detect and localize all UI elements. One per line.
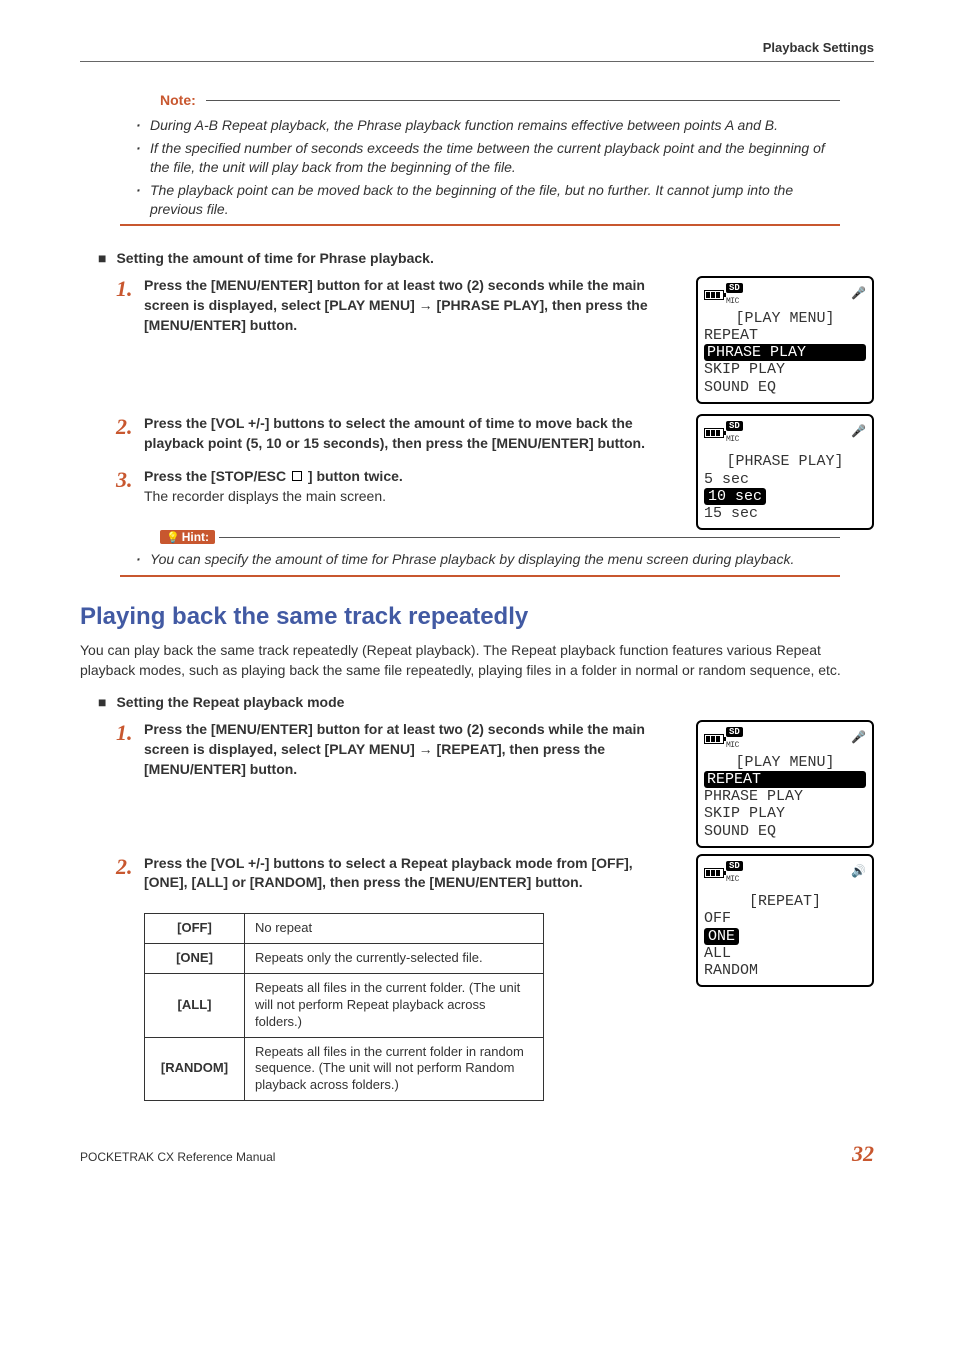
sd-icon: SD: [726, 283, 743, 293]
lcd-line: REPEAT: [704, 327, 866, 344]
mic-label: MIC: [726, 297, 739, 306]
step-text: Press the [VOL +/-] buttons to select th…: [144, 414, 676, 453]
sd-icon: SD: [726, 421, 743, 431]
table-val: No repeat: [245, 914, 544, 944]
step-number: 1.: [116, 276, 144, 300]
lcd-line: PHRASE PLAY: [704, 788, 866, 805]
speaker-icon: 🔊: [851, 866, 866, 880]
sd-icon: SD: [726, 861, 743, 871]
note-item: If the specified number of seconds excee…: [140, 139, 836, 177]
lcd-repeat: SD MIC 🔊 [REPEAT] OFF ONE ALL RANDOM: [696, 854, 874, 988]
mic-label: MIC: [726, 435, 739, 444]
repeat-subhead-text: Setting the Repeat playback mode: [116, 694, 344, 710]
hint-rule: [219, 537, 840, 538]
hint-end-rule: [120, 575, 840, 577]
lcd-title: [PLAY MENU]: [704, 754, 866, 771]
mic-icon: 🎤: [851, 288, 866, 302]
page-footer: POCKETRAK CX Reference Manual 32: [80, 1141, 874, 1167]
phrase-step-1: 1. Press the [MENU/ENTER] button for at …: [116, 276, 688, 335]
lcd-line: ALL: [704, 945, 866, 962]
mic-icon: 🎤: [851, 732, 866, 746]
note-end-rule: [120, 224, 840, 226]
note-label: Note:: [160, 92, 202, 108]
lcd-line: SOUND EQ: [704, 379, 866, 396]
repeat-mode-table: [OFF]No repeat [ONE]Repeats only the cur…: [144, 913, 544, 1101]
table-key: [ALL]: [145, 973, 245, 1037]
step-number: 2.: [116, 854, 144, 878]
battery-icon: [704, 734, 724, 744]
lcd-line: SOUND EQ: [704, 823, 866, 840]
note-heading: Note:: [120, 92, 840, 108]
step-text: Press the [STOP/ESC ] button twice.: [144, 467, 676, 487]
repeat-step-2: 2. Press the [VOL +/-] buttons to select…: [116, 854, 688, 893]
footer-title: POCKETRAK CX Reference Manual: [80, 1150, 275, 1164]
note-list: During A-B Repeat playback, the Phrase p…: [140, 116, 836, 218]
lcd-play-menu-phrase: SD MIC 🎤 [PLAY MENU] REPEAT PHRASE PLAY S…: [696, 276, 874, 404]
note-item: During A-B Repeat playback, the Phrase p…: [140, 116, 836, 135]
table-key: [RANDOM]: [145, 1037, 245, 1101]
header-rule: [80, 61, 874, 62]
mic-label: MIC: [726, 875, 739, 884]
table-row: [ALL]Repeats all files in the current fo…: [145, 973, 544, 1037]
page-header: Playback Settings: [80, 40, 874, 55]
table-row: [ONE]Repeats only the currently-selected…: [145, 943, 544, 973]
sd-icon: SD: [726, 727, 743, 737]
hint-heading: 💡Hint:: [120, 530, 840, 544]
table-key: [ONE]: [145, 943, 245, 973]
step-number: 3.: [116, 467, 144, 491]
phrase-step-2: 2. Press the [VOL +/-] buttons to select…: [116, 414, 688, 453]
table-key: [OFF]: [145, 914, 245, 944]
hint-label: 💡Hint:: [160, 530, 215, 544]
hint-item: You can specify the amount of time for P…: [140, 550, 836, 569]
repeat-subhead: ■ Setting the Repeat playback mode: [98, 694, 874, 710]
step-number: 2.: [116, 414, 144, 438]
battery-icon: [704, 428, 724, 438]
phrase-subhead-text: Setting the amount of time for Phrase pl…: [116, 250, 433, 266]
step-plain: The recorder displays the main screen.: [144, 487, 676, 507]
lcd-line: 5 sec: [704, 471, 866, 488]
step-text: Press the [MENU/ENTER] button for at lea…: [144, 276, 676, 335]
lcd-phrase-play: SD MIC 🎤 [PHRASE PLAY] 5 sec 10 sec 15 se…: [696, 414, 874, 530]
table-val: Repeats all files in the current folder.…: [245, 973, 544, 1037]
square-bullet-icon: ■: [98, 250, 106, 266]
square-bullet-icon: ■: [98, 694, 106, 710]
step-number: 1.: [116, 720, 144, 744]
lcd-play-menu-repeat: SD MIC 🎤 [PLAY MENU] REPEAT PHRASE PLAY S…: [696, 720, 874, 848]
step-text: Press the [MENU/ENTER] button for at lea…: [144, 720, 676, 779]
mic-label: MIC: [726, 741, 739, 750]
step-text: Press the [VOL +/-] buttons to select a …: [144, 854, 676, 893]
lcd-line: 15 sec: [704, 505, 866, 522]
section-title-repeat: Playing back the same track repeatedly: [80, 603, 874, 631]
page-number: 32: [852, 1141, 874, 1167]
lcd-selected: REPEAT: [704, 771, 866, 788]
battery-icon: [704, 290, 724, 300]
repeat-step-1: 1. Press the [MENU/ENTER] button for at …: [116, 720, 688, 779]
lcd-title: [REPEAT]: [704, 893, 866, 910]
lcd-line: SKIP PLAY: [704, 805, 866, 822]
lcd-line: RANDOM: [704, 962, 866, 979]
lcd-line: OFF: [704, 910, 866, 927]
mic-icon: 🎤: [851, 426, 866, 440]
lcd-selected: PHRASE PLAY: [704, 344, 866, 361]
table-row: [OFF]No repeat: [145, 914, 544, 944]
phrase-subhead: ■ Setting the amount of time for Phrase …: [98, 250, 874, 266]
battery-icon: [704, 868, 724, 878]
table-val: Repeats all files in the current folder …: [245, 1037, 544, 1101]
lcd-line: SKIP PLAY: [704, 361, 866, 378]
lcd-selected: 10 sec: [704, 488, 766, 505]
hint-list: You can specify the amount of time for P…: [140, 550, 836, 569]
table-row: [RANDOM]Repeats all files in the current…: [145, 1037, 544, 1101]
table-val: Repeats only the currently-selected file…: [245, 943, 544, 973]
lcd-selected: ONE: [704, 928, 739, 945]
stop-icon: [292, 471, 302, 481]
note-item: The playback point can be moved back to …: [140, 181, 836, 219]
phrase-step-3: 3. Press the [STOP/ESC ] button twice. T…: [116, 467, 688, 506]
note-rule: [206, 100, 840, 101]
bulb-icon: 💡: [166, 531, 180, 544]
lcd-title: [PHRASE PLAY]: [704, 453, 866, 470]
repeat-lead: You can play back the same track repeate…: [80, 641, 874, 680]
lcd-title: [PLAY MENU]: [704, 310, 866, 327]
